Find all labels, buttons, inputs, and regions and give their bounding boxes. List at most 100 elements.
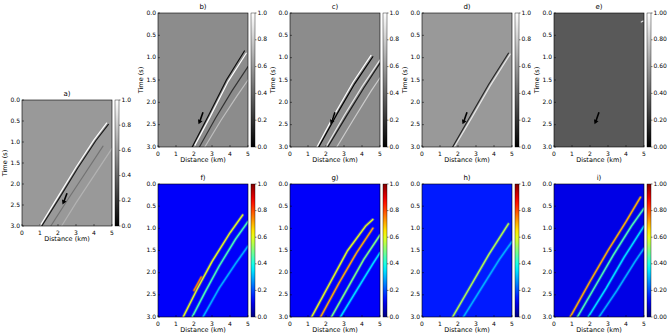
background <box>158 184 248 317</box>
y-tick <box>290 124 292 125</box>
title: e) <box>595 3 602 11</box>
x-tick-label: 0 <box>156 320 160 327</box>
arrow <box>62 193 67 204</box>
y-tick <box>290 80 292 81</box>
y-tick <box>422 294 424 295</box>
frame <box>554 13 644 147</box>
y-tick <box>290 35 292 36</box>
x-tick-label: 0 <box>552 150 556 157</box>
arrow-head <box>330 119 335 124</box>
x-axis-label: Distance (km) <box>444 156 490 164</box>
y-tick <box>158 147 160 148</box>
y-tick <box>290 206 292 207</box>
y-tick-label: 1.5 <box>410 76 420 83</box>
y-tick-label: 0.5 <box>410 31 420 38</box>
y-tick-label: 3.0 <box>10 222 20 229</box>
y-tick <box>290 272 292 273</box>
y-tick <box>290 13 292 14</box>
colorbar-tick <box>519 263 521 264</box>
colorbar-tick <box>387 290 389 291</box>
y-tick-label: 0.0 <box>542 9 552 16</box>
x-tick-label: 0 <box>288 320 292 327</box>
x-tick-label: 5 <box>378 150 382 157</box>
colorbar-tick <box>255 184 257 185</box>
colorbar-tick-label: 0.8 <box>258 35 268 42</box>
x-tick <box>362 145 363 147</box>
x-tick-label: 1 <box>306 320 310 327</box>
title: h) <box>463 174 470 182</box>
y-tick <box>290 228 292 229</box>
x-tick <box>212 315 213 317</box>
x-tick-label: 5 <box>642 320 646 327</box>
plot-area <box>158 184 248 317</box>
x-tick <box>380 145 381 147</box>
y-tick-label: 2.5 <box>278 120 288 127</box>
colorbar <box>383 184 387 317</box>
colorbar-tick-label: 0.2 <box>258 286 268 293</box>
colorbar-tick-label: 0.4 <box>522 89 532 96</box>
y-tick <box>158 184 160 185</box>
x-tick-label: 0 <box>288 150 292 157</box>
colorbar-tick <box>651 237 653 238</box>
x-tick <box>626 145 627 147</box>
colorbar-tick-label: 0.6 <box>522 233 532 240</box>
x-tick <box>494 145 495 147</box>
colorbar-tick <box>387 237 389 238</box>
colorbar-tick <box>519 13 521 14</box>
x-tick <box>512 145 513 147</box>
y-tick <box>422 35 424 36</box>
event <box>337 78 380 147</box>
colorbar-tick-label: 0.6 <box>390 62 400 69</box>
x-tick <box>230 315 231 317</box>
colorbar-tick-label: 1.0 <box>258 180 268 187</box>
event <box>641 20 643 22</box>
y-tick-label: 0.5 <box>542 202 552 209</box>
frame <box>158 13 248 147</box>
plot-area <box>554 13 644 147</box>
colorbar-tick <box>519 66 521 67</box>
y-tick-label: 0.5 <box>410 202 420 209</box>
y-tick-label: 0.5 <box>146 202 156 209</box>
y-tick-label: 2.0 <box>278 98 288 105</box>
x-tick <box>440 315 441 317</box>
x-tick <box>326 145 327 147</box>
x-tick-label: 4 <box>492 320 496 327</box>
x-tick <box>176 315 177 317</box>
colorbar-tick-label: 0.0 <box>522 143 532 150</box>
y-tick-label: 2.5 <box>542 120 552 127</box>
x-tick-label: 5 <box>510 320 514 327</box>
colorbar-tick <box>519 93 521 94</box>
y-tick-label: 1.0 <box>278 53 288 60</box>
colorbar-tick <box>387 147 389 148</box>
x-tick <box>476 145 477 147</box>
colorbar-tick-label: 0.2 <box>258 116 268 123</box>
y-tick-label: 2.5 <box>410 120 420 127</box>
x-tick <box>76 224 77 226</box>
x-tick-label: 5 <box>246 320 250 327</box>
arrow <box>594 112 599 124</box>
y-axis-label: Time (s) <box>533 67 541 94</box>
colorbar-tick-label: 0.2 <box>390 286 400 293</box>
panel: 0123450.00.51.01.52.02.53.0Distance (km)… <box>146 174 267 334</box>
x-tick <box>344 315 345 317</box>
x-tick-label: 0 <box>156 150 160 157</box>
x-tick <box>554 145 555 147</box>
y-tick-label: 1.0 <box>542 53 552 60</box>
colorbar <box>251 184 255 317</box>
x-tick <box>644 315 645 317</box>
y-tick <box>554 206 556 207</box>
arrow <box>198 112 203 124</box>
y-tick <box>158 13 160 14</box>
x-tick <box>440 145 441 147</box>
colorbar-tick <box>651 210 653 211</box>
x-tick <box>458 145 459 147</box>
y-tick-label: 1.5 <box>146 246 156 253</box>
colorbar-tick-label: 0.2 <box>522 286 532 293</box>
colorbar-tick <box>387 93 389 94</box>
event-halo <box>588 226 644 317</box>
x-tick <box>362 315 363 317</box>
arrow <box>330 112 335 124</box>
x-tick <box>194 315 195 317</box>
colorbar-tick <box>519 317 521 318</box>
x-tick-label: 1 <box>38 229 42 236</box>
